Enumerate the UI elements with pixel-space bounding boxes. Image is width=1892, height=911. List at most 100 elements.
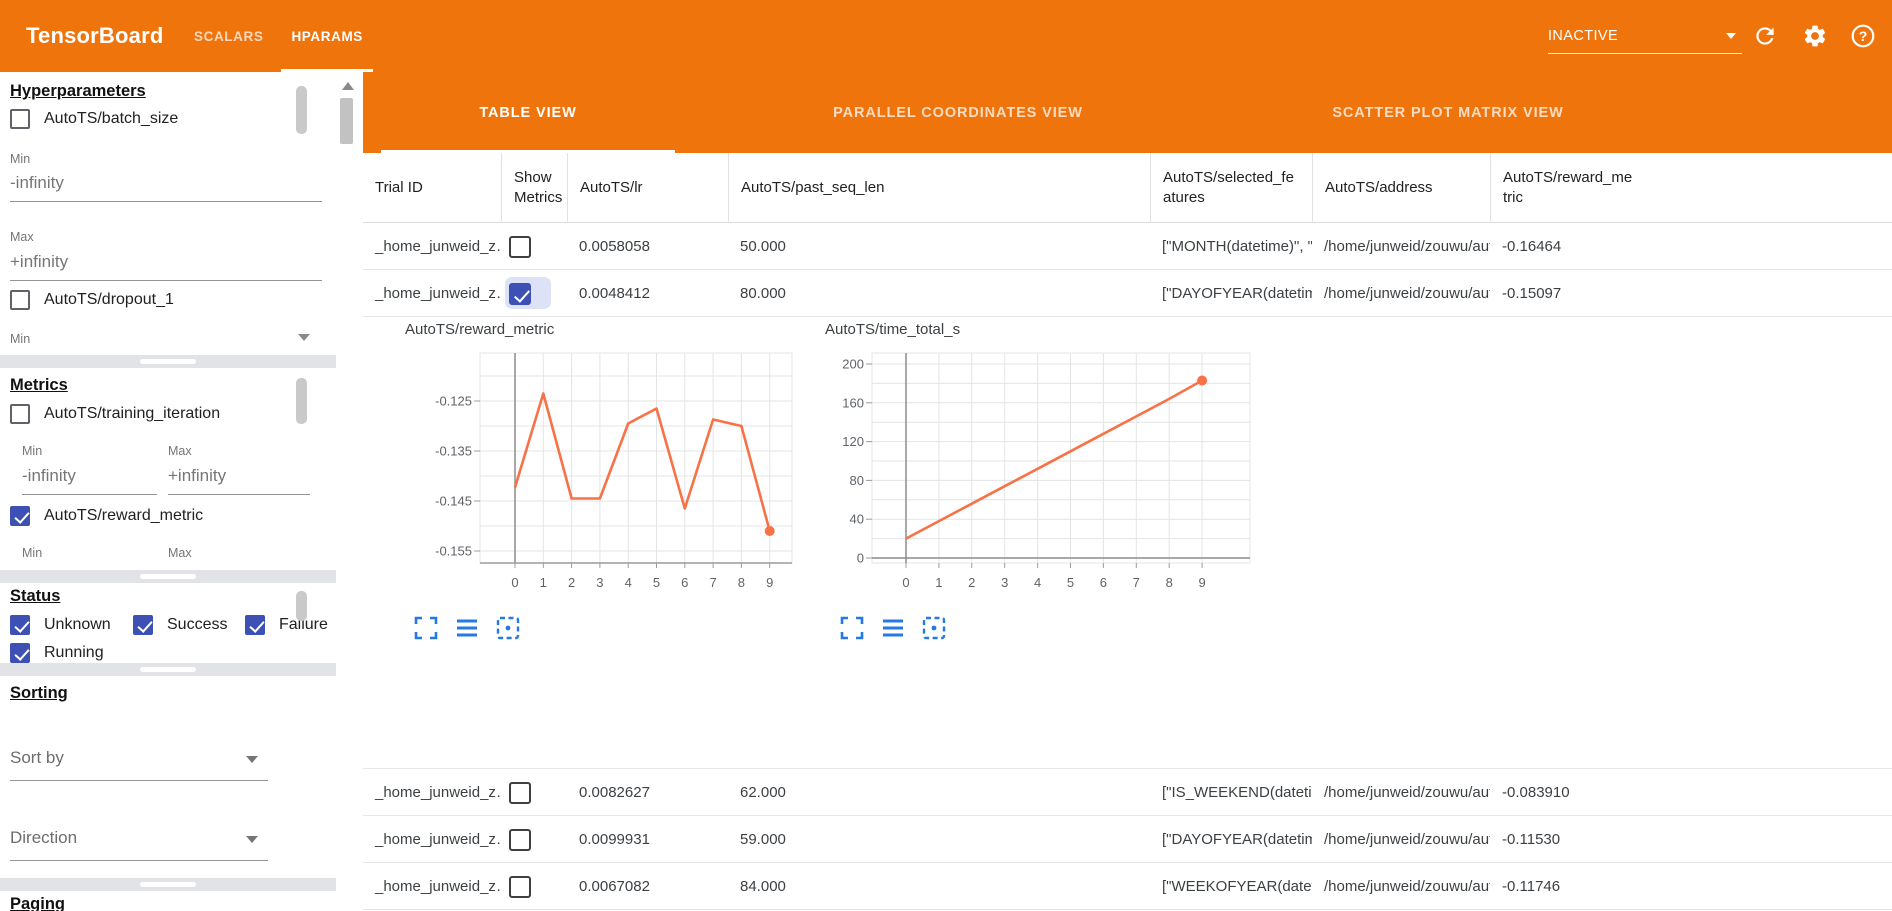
- cell-lr: 0.0058058: [579, 238, 650, 255]
- svg-text:-0.135: -0.135: [435, 444, 472, 459]
- max-input[interactable]: +infinity: [10, 252, 69, 271]
- app-header: TensorBoard SCALARS HPARAMS INACTIVE ?: [0, 0, 1892, 72]
- tab-table-view[interactable]: TABLE VIEW: [363, 72, 693, 153]
- show-metrics-checkbox[interactable]: [509, 875, 531, 898]
- divider-handle[interactable]: [140, 359, 196, 364]
- section-status: Status Unknown Success Failure Running: [0, 583, 336, 663]
- divider-handle[interactable]: [140, 882, 196, 887]
- paging-heading: Paging: [10, 895, 66, 911]
- show-metrics-checkbox[interactable]: [509, 781, 531, 804]
- cell-trial-id: _home_junweid_z…: [375, 238, 501, 255]
- metrics-charts-panel: AutoTS/reward_metric -0.125 -0.135 -0.145-…: [363, 317, 1892, 769]
- running-label: Running: [44, 644, 104, 661]
- section-divider[interactable]: [0, 355, 336, 368]
- show-metrics-checkbox[interactable]: [509, 828, 531, 851]
- col-header-selected-features-label: AutoTS/selected_features: [1163, 168, 1294, 206]
- min-input[interactable]: -infinity: [22, 466, 76, 485]
- col-header-reward-metric-label: AutoTS/reward_metric: [1503, 168, 1633, 206]
- cell-reward-metric: -0.11530: [1502, 831, 1561, 848]
- reward-metric-checkbox[interactable]: [10, 506, 30, 526]
- maximize-icon[interactable]: [839, 615, 865, 641]
- col-header-past-seq-len[interactable]: AutoTS/past_seq_len: [728, 153, 1150, 223]
- reward-metric-chart[interactable]: -0.125 -0.135 -0.145 -0.155 0 1 2 3 4 5 6 7 8 9: [410, 339, 800, 605]
- scrollbar-thumb[interactable]: [340, 98, 353, 144]
- maximize-icon[interactable]: [413, 615, 439, 641]
- time-total-chart[interactable]: 200 160 120 80 40 0 0 1 2 3 4 5 6 7 8 9: [830, 339, 1260, 605]
- table-row[interactable]: _home_junweid_z… 0.0048412 80.000 ["DAYO…: [363, 270, 1892, 317]
- list-icon[interactable]: [880, 615, 906, 641]
- min-input[interactable]: -infinity: [10, 173, 64, 192]
- metric-training-iteration[interactable]: AutoTS/training_iteration: [10, 404, 220, 424]
- max-input[interactable]: +infinity: [168, 466, 227, 485]
- section-divider[interactable]: [0, 570, 336, 583]
- cell-selected-features: ["MONTH(datetime)", "I…: [1162, 238, 1312, 255]
- settings-button[interactable]: [1802, 23, 1828, 49]
- cell-address: /home/junweid/zouwu/aut…: [1324, 238, 1490, 255]
- svg-text:0: 0: [511, 575, 518, 590]
- section-divider[interactable]: [0, 663, 336, 676]
- tab-parallel-coordinates-view[interactable]: PARALLEL COORDINATES VIEW: [693, 72, 1223, 153]
- tab-scatter-plot-matrix-label: SCATTER PLOT MATRIX VIEW: [1332, 104, 1564, 121]
- selection-box-icon[interactable]: [921, 615, 947, 641]
- tab-hparams[interactable]: HPARAMS: [277, 0, 376, 72]
- svg-text:5: 5: [653, 575, 660, 590]
- status-unknown[interactable]: Unknown: [10, 615, 111, 635]
- training-iteration-checkbox[interactable]: [10, 404, 30, 424]
- col-header-reward-metric[interactable]: AutoTS/reward_metric: [1490, 153, 1892, 223]
- table-row[interactable]: _home_junweid_z… 0.0058058 50.000 ["MONT…: [363, 223, 1892, 270]
- divider-handle[interactable]: [140, 574, 196, 579]
- divider-handle[interactable]: [140, 667, 196, 672]
- failure-checkbox[interactable]: [245, 615, 265, 635]
- main-scrollbar[interactable]: [336, 72, 363, 911]
- status-success[interactable]: Success: [133, 615, 227, 635]
- cell-show-metrics: [501, 769, 567, 816]
- tab-scalars[interactable]: SCALARS: [180, 0, 277, 72]
- show-metrics-checkbox[interactable]: [509, 282, 531, 305]
- metric-reward-metric[interactable]: AutoTS/reward_metric: [10, 506, 203, 526]
- batch-size-checkbox[interactable]: [10, 109, 30, 129]
- col-header-show-metrics[interactable]: Show Metrics: [501, 153, 567, 223]
- section-scrollbar[interactable]: [296, 86, 307, 134]
- svg-text:6: 6: [681, 575, 688, 590]
- sort-by-select[interactable]: Sort by: [10, 748, 64, 767]
- refresh-button[interactable]: [1752, 23, 1778, 49]
- direction-select[interactable]: Direction: [10, 828, 78, 847]
- table-row[interactable]: _home_junweid_z… 0.0067082 84.000 ["WEEK…: [363, 863, 1892, 910]
- chart-controls: [413, 615, 521, 641]
- cell-lr: 0.0067082: [579, 878, 650, 895]
- chevron-down-icon[interactable]: [246, 836, 258, 843]
- svg-text:9: 9: [1198, 575, 1205, 590]
- success-checkbox[interactable]: [133, 615, 153, 635]
- help-button[interactable]: ?: [1850, 23, 1876, 49]
- scroll-up-icon[interactable]: [342, 82, 354, 90]
- running-checkbox[interactable]: [10, 643, 30, 663]
- status-running[interactable]: Running: [10, 643, 104, 663]
- status-failure[interactable]: Failure: [245, 615, 328, 635]
- hparam-batch-size[interactable]: AutoTS/batch_size: [10, 109, 178, 129]
- col-header-selected-features[interactable]: AutoTS/selected_features: [1150, 153, 1312, 223]
- chevron-down-icon[interactable]: [246, 756, 258, 763]
- cell-show-metrics: [501, 270, 567, 317]
- col-header-lr[interactable]: AutoTS/lr: [567, 153, 728, 223]
- selection-box-icon[interactable]: [495, 615, 521, 641]
- svg-text:5: 5: [1067, 575, 1074, 590]
- table-row[interactable]: _home_junweid_z… 0.0099931 59.000 ["DAYO…: [363, 816, 1892, 863]
- max-label: Max: [10, 230, 34, 244]
- section-scrollbar[interactable]: [296, 378, 307, 424]
- col-header-trial-id[interactable]: Trial ID: [375, 178, 423, 196]
- dropout-checkbox[interactable]: [10, 290, 30, 310]
- unknown-checkbox[interactable]: [10, 615, 30, 635]
- show-metrics-checkbox[interactable]: [509, 235, 531, 258]
- col-header-address[interactable]: AutoTS/address: [1312, 153, 1490, 223]
- cell-address: /home/junweid/zouwu/aut…: [1324, 285, 1490, 302]
- max-input-underline: [168, 494, 310, 495]
- tab-scatter-plot-matrix-view[interactable]: SCATTER PLOT MATRIX VIEW: [1223, 72, 1673, 153]
- svg-text:7: 7: [1133, 575, 1140, 590]
- section-divider[interactable]: [0, 878, 336, 891]
- hparam-dropout[interactable]: AutoTS/dropout_1: [10, 290, 174, 310]
- section-scrollbar[interactable]: [296, 591, 307, 621]
- table-row[interactable]: _home_junweid_z… 0.0082627 62.000 ["IS_W…: [363, 769, 1892, 816]
- list-icon[interactable]: [454, 615, 480, 641]
- reload-status-select[interactable]: INACTIVE: [1548, 18, 1742, 54]
- scroll-down-icon[interactable]: [298, 334, 310, 341]
